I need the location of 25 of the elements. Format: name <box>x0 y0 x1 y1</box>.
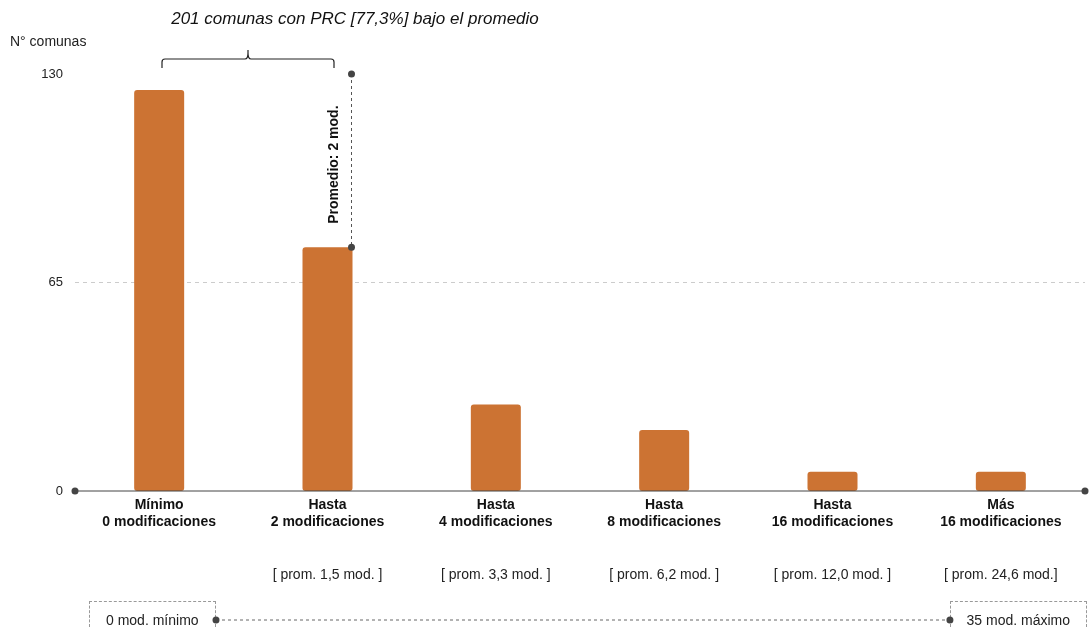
bar <box>807 471 858 491</box>
text: [ prom. 24,6 mod.] <box>944 565 1058 582</box>
y-axis-title: N° comunas <box>10 32 87 49</box>
bar <box>134 90 185 491</box>
x-tick-label: Hasta 4 modificaciones <box>439 496 553 530</box>
chart-title: 201 comunas con PRC [77,3%] bajo el promedio <box>170 8 539 28</box>
y-tick-label: 0 <box>55 482 63 498</box>
text: [ prom. 3,3 mod. ] <box>440 565 551 582</box>
x-tick-label: Mínimo 0 modificaciones <box>102 496 217 530</box>
text: [ prom. 1,5 mod. ] <box>272 565 383 582</box>
x-tick-label: Hasta 2 modificaciones <box>270 496 385 530</box>
y-tick-label: 130 <box>41 65 63 81</box>
bar <box>975 471 1026 491</box>
text: [ prom. 6,2 mod. ] <box>609 565 720 582</box>
x-tick-label: Más 16 modificaciones <box>940 496 1062 530</box>
bar <box>639 430 690 491</box>
bar <box>302 247 353 491</box>
text: 35 mod. máximo <box>949 601 1087 628</box>
text: 0 mod. mínimo <box>89 601 216 628</box>
y-tick-label: 65 <box>48 274 63 290</box>
bar <box>470 404 521 491</box>
annotation: Promedio: 2 mod. <box>325 105 342 224</box>
text: [ prom. 12,0 mod. ] <box>773 565 892 582</box>
x-tick-label: Hasta 8 modificaciones <box>607 496 722 530</box>
x-tick-label: Hasta 16 modificaciones <box>771 496 894 530</box>
